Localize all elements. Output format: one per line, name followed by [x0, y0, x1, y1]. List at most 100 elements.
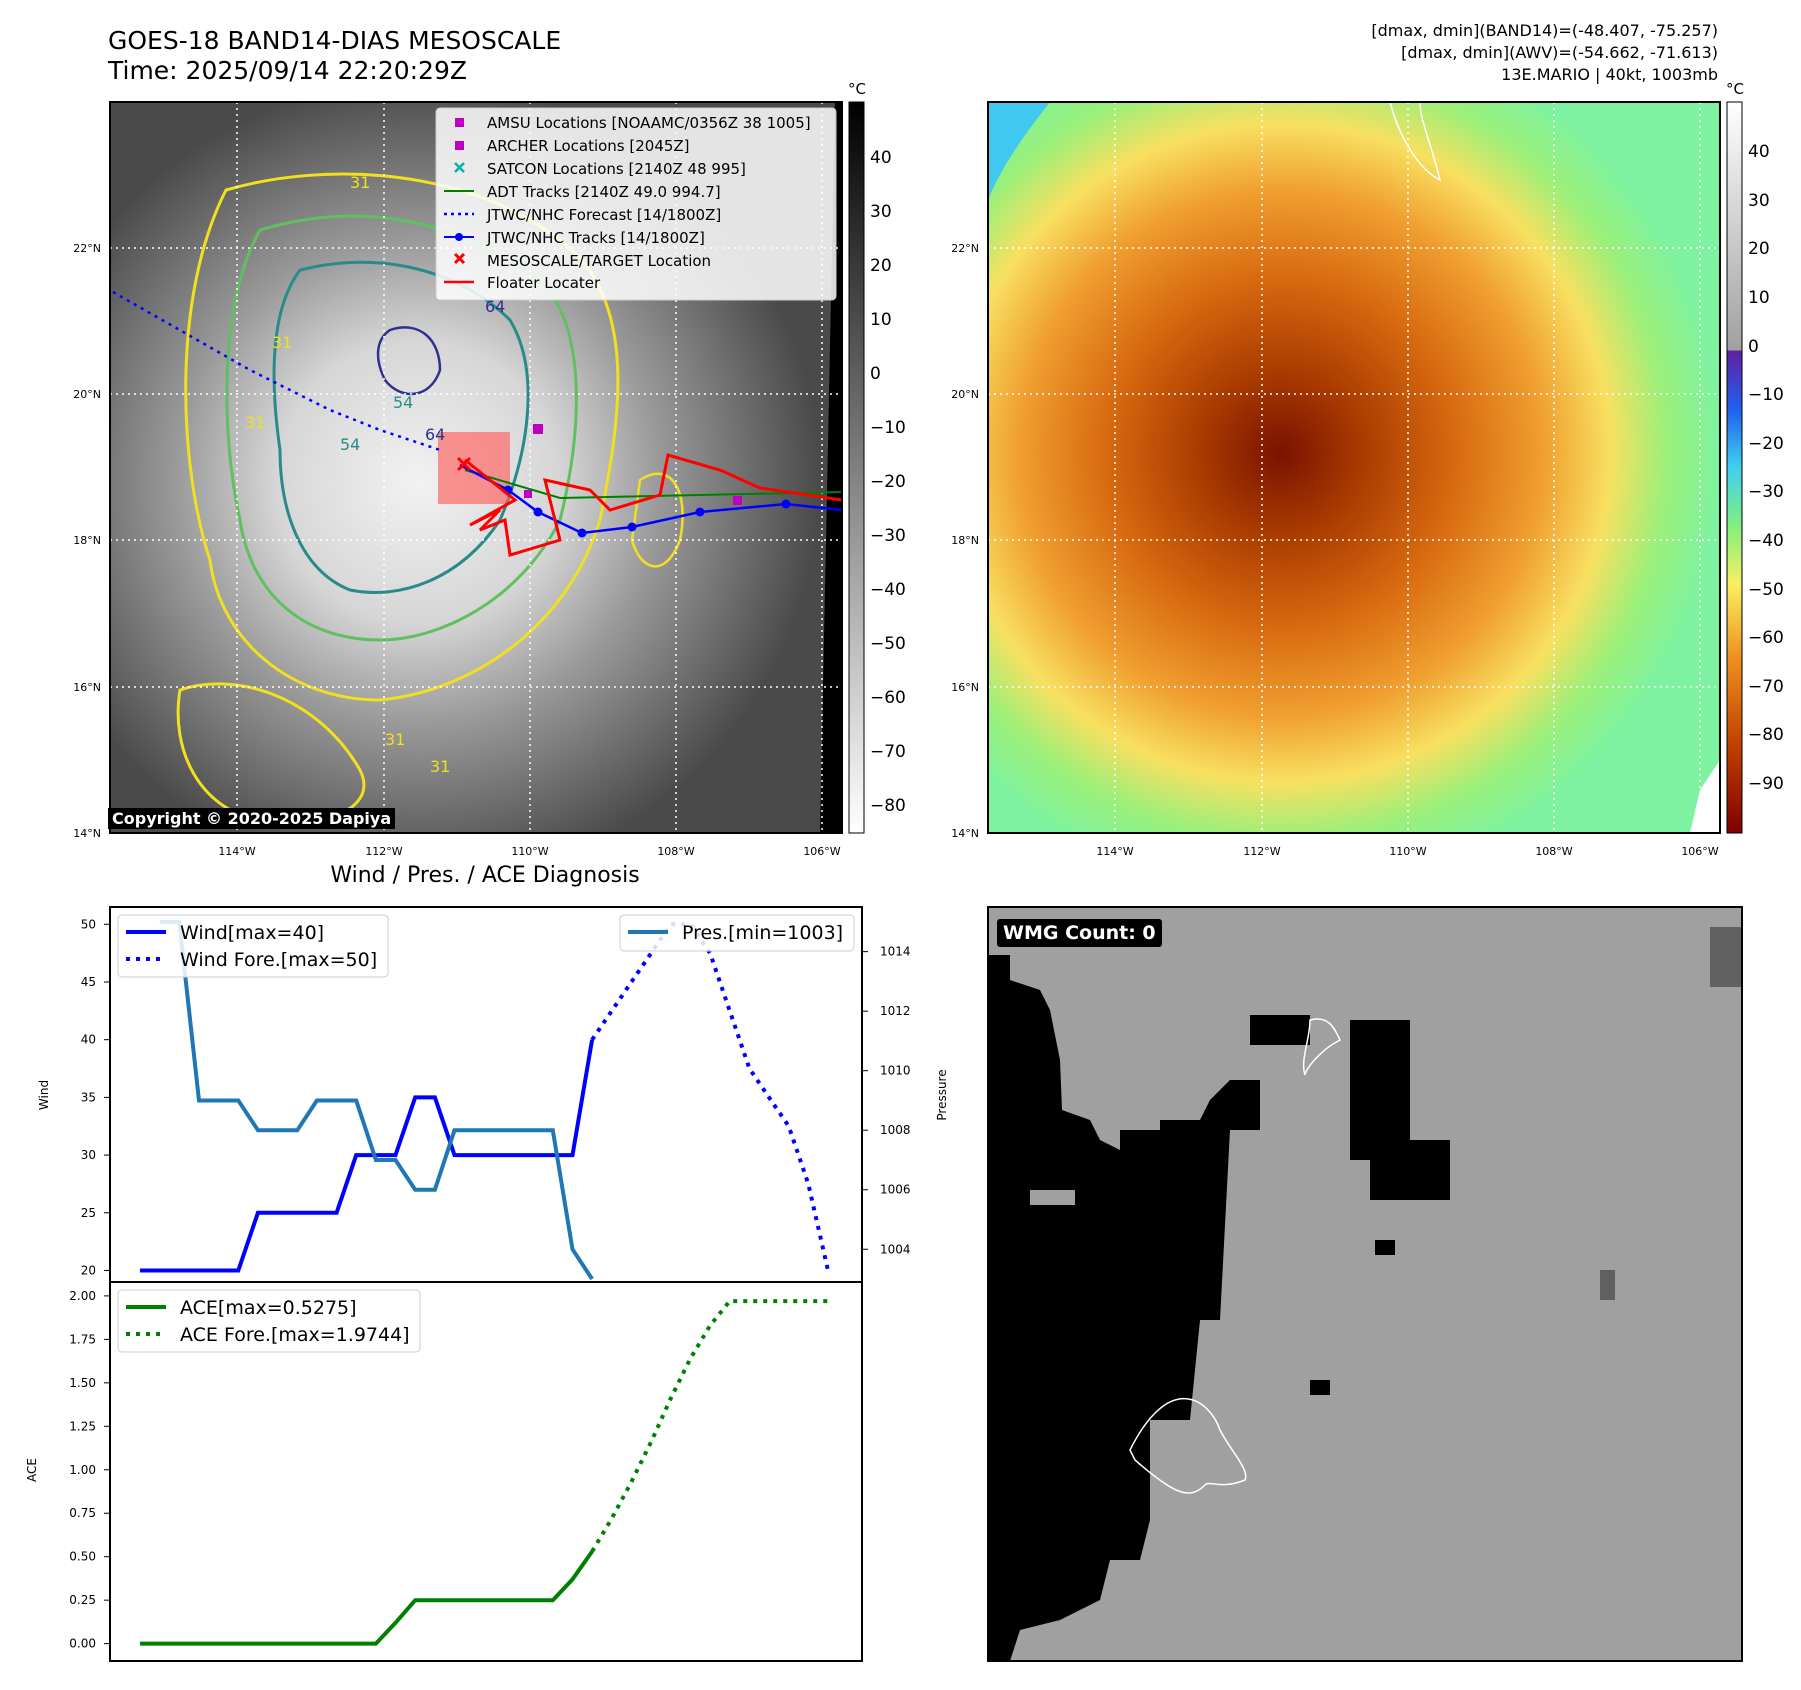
wind-legend: Wind[max=40] Wind Fore.[max=50]: [117, 914, 389, 978]
ace-y-tick-8: 2.00: [69, 1289, 96, 1303]
ace-y-tick-1: 0.25: [69, 1593, 96, 1607]
wind-series-group: [140, 919, 830, 1281]
svg-text:−70: −70: [870, 742, 906, 762]
pressure-y-tick-5: 1014: [880, 945, 911, 959]
svg-text:31: 31: [430, 757, 450, 776]
svg-text:20°N: 20°N: [73, 388, 101, 401]
jtwc-forecast-line: [112, 290, 441, 452]
legend-track-label: JTWC/NHC Tracks [14/1800Z]: [486, 229, 705, 247]
pressure-y-ticks: 1004 1006 1008 1010 1012 1014: [862, 945, 911, 1256]
legend-amsu-label: AMSU Locations [NOAAMC/0356Z 38 1005]: [487, 114, 811, 132]
jtwc-track-line: [459, 463, 842, 535]
legend-wind-fore-label: Wind Fore.[max=50]: [180, 949, 377, 971]
svg-text:20: 20: [870, 256, 892, 276]
svg-text:110°W: 110°W: [511, 845, 548, 858]
diagnosis-chart-title: Wind / Pres. / ACE Diagnosis: [330, 863, 639, 888]
svg-text:31: 31: [245, 413, 265, 432]
svg-text:14°N: 14°N: [951, 827, 979, 840]
wmg-count-badge: WMG Count: 0: [997, 919, 1162, 947]
ir-colorbar-unit: °C: [848, 80, 866, 98]
svg-text:−80: −80: [1748, 725, 1784, 745]
svg-text:22°N: 22°N: [73, 242, 101, 255]
svg-text:18°N: 18°N: [951, 534, 979, 547]
wmg-panel: [987, 906, 1743, 1662]
svg-text:−90: −90: [1748, 774, 1784, 794]
awv-lon-ticks: 114°W 112°W 110°W 108°W 106°W: [1096, 845, 1718, 858]
wind-series-line-0: [140, 1039, 595, 1273]
ace-y-tick-7: 1.75: [69, 1332, 96, 1346]
legend-floater-label: Floater Locater: [487, 274, 601, 292]
legend-amsu-marker: [455, 118, 464, 127]
pressure-legend: Pres.[min=1003]: [619, 914, 855, 952]
svg-text:0: 0: [870, 364, 881, 384]
svg-text:16°N: 16°N: [73, 681, 101, 694]
ace-y-tick-0: 0.00: [69, 1637, 96, 1651]
awv-colorbar-unit: °C: [1726, 80, 1744, 98]
svg-text:114°W: 114°W: [218, 845, 255, 858]
ace-y-tick-5: 1.25: [69, 1419, 96, 1433]
ir-colorbar-ticks: 40 30 20 10 0 −10 −20 −30 −40 −50 −60 −7…: [870, 148, 906, 816]
pressure-y-tick-2: 1008: [880, 1123, 911, 1137]
figure-title: GOES-18 BAND14-DIAS MESOSCALE: [108, 26, 562, 55]
ace-y-tick-4: 1.00: [69, 1463, 96, 1477]
svg-text:−60: −60: [870, 688, 906, 708]
wind-y-tick-0: 20: [81, 1264, 96, 1278]
svg-text:54: 54: [340, 435, 360, 454]
svg-text:−30: −30: [1748, 482, 1784, 502]
svg-text:0: 0: [1748, 337, 1759, 357]
svg-text:−50: −50: [870, 634, 906, 654]
figure-timestamp: Time: 2025/09/14 22:20:29Z: [108, 56, 467, 85]
svg-text:−30: −30: [870, 526, 906, 546]
ir-map-frame: [109, 101, 843, 834]
awv-range: [dmax, dmin](AWV)=(-54.662, -71.613): [1401, 43, 1718, 62]
svg-text:16°N: 16°N: [951, 681, 979, 694]
svg-text:30: 30: [1748, 191, 1770, 211]
legend-ace-fore-label: ACE Fore.[max=1.9744]: [180, 1324, 410, 1346]
awv-lat-ticks: 22°N 20°N 18°N 16°N 14°N: [951, 242, 979, 840]
wind-y-tick-4: 40: [81, 1033, 96, 1047]
svg-text:112°W: 112°W: [365, 845, 402, 858]
pressure-y-tick-4: 1012: [880, 1004, 911, 1018]
legend-target-label: MESOSCALE/TARGET Location: [487, 252, 711, 270]
svg-text:108°W: 108°W: [657, 845, 694, 858]
pressure-axis-label: Pressure: [935, 1069, 949, 1120]
svg-text:40: 40: [870, 148, 892, 168]
svg-text:108°W: 108°W: [1535, 845, 1572, 858]
adt-track-line: [464, 469, 842, 500]
wind-series-line-2: [159, 919, 594, 1281]
contour-labels-54: 54 54: [340, 393, 413, 454]
svg-text:54: 54: [393, 393, 413, 412]
ace-y-tick-3: 0.75: [69, 1506, 96, 1520]
legend-target-marker: [453, 252, 466, 265]
legend-pressure-label: Pres.[min=1003]: [682, 922, 843, 944]
ace-legend: ACE[max=0.5275] ACE Fore.[max=1.9744]: [117, 1289, 421, 1353]
svg-text:22°N: 22°N: [951, 242, 979, 255]
svg-text:20: 20: [1748, 239, 1770, 259]
amsu-location-marker: [533, 424, 543, 434]
awv-map-frame: [987, 101, 1721, 834]
pressure-y-tick-3: 1010: [880, 1064, 911, 1078]
svg-text:10: 10: [1748, 288, 1770, 308]
svg-text:−20: −20: [870, 472, 906, 492]
pressure-y-tick-1: 1006: [880, 1183, 911, 1197]
svg-text:−80: −80: [870, 796, 906, 816]
legend-wind-label: Wind[max=40]: [180, 922, 324, 944]
svg-text:−10: −10: [870, 418, 906, 438]
wind-y-tick-3: 35: [81, 1090, 96, 1104]
target-x-marker: [456, 456, 472, 472]
svg-text:114°W: 114°W: [1096, 845, 1133, 858]
svg-text:−60: −60: [1748, 628, 1784, 648]
ir-legend: AMSU Locations [NOAAMC/0356Z 38 1005] AR…: [435, 107, 837, 301]
ace-y-ticks: 0.00 0.25 0.50 0.75 1.00 1.25 1.50 1.75 2.00: [69, 1289, 110, 1651]
ace-axis-label: ACE: [25, 1458, 39, 1482]
awv-imagery: [988, 102, 1720, 833]
copyright-label: Copyright © 2020-2025 Dapiya: [108, 808, 396, 829]
legend-ace-label: ACE[max=0.5275]: [180, 1297, 357, 1319]
svg-text:20°N: 20°N: [951, 388, 979, 401]
contour-labels-31: 31 31 31 31 31: [245, 173, 450, 776]
ace-y-tick-2: 0.50: [69, 1550, 96, 1564]
svg-text:110°W: 110°W: [1389, 845, 1426, 858]
band14-range: [dmax, dmin](BAND14)=(-48.407, -75.257): [1371, 21, 1718, 40]
svg-text:31: 31: [350, 173, 370, 192]
